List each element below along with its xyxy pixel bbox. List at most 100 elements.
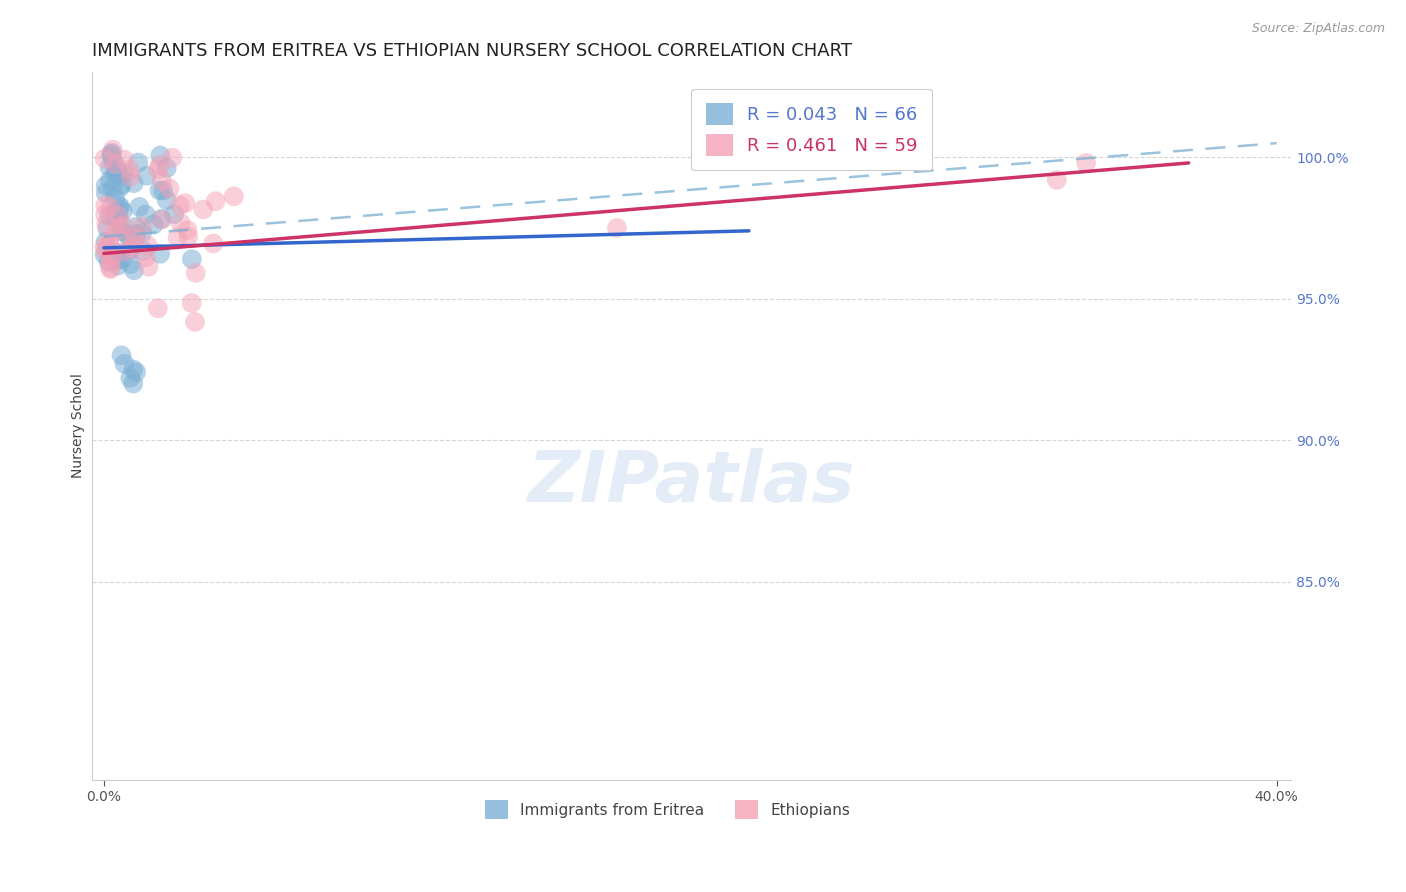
Point [100,262,122,277]
Text: ZIPatlas: ZIPatlas [529,448,855,517]
Legend: Immigrants from Eritrea, Ethiopians: Immigrants from Eritrea, Ethiopians [479,794,856,825]
Point [96,221,118,235]
Point [108,200,131,214]
Point [148,183,170,197]
Point [98,209,121,223]
Point [131,219,153,234]
Point [100,254,122,268]
Point [93,240,115,254]
Point [114,357,136,371]
Point [159,181,181,195]
Point [202,236,225,251]
Point [107,209,129,223]
Point [149,247,172,261]
Point [110,200,132,214]
Point [107,167,129,181]
Point [100,149,122,163]
Point [169,216,191,230]
Point [111,252,134,267]
Point [124,219,146,234]
Point [142,218,165,232]
Point [122,234,145,248]
Point [112,166,135,180]
Point [114,244,136,259]
Text: IMMIGRANTS FROM ERITREA VS ETHIOPIAN NURSERY SCHOOL CORRELATION CHART: IMMIGRANTS FROM ERITREA VS ETHIOPIAN NUR… [93,42,852,60]
Point [98,235,121,249]
Point [121,241,143,255]
Point [108,220,131,235]
Point [127,155,149,169]
Point [118,244,141,258]
Point [105,245,128,260]
Point [104,207,127,221]
Point [94,178,117,193]
Point [193,202,215,217]
Point [174,196,197,211]
Point [105,211,128,226]
Point [204,194,226,209]
Point [93,152,115,166]
Point [162,151,184,165]
Point [149,148,172,162]
Point [163,207,186,221]
Point [107,206,129,220]
Point [112,153,135,167]
Point [101,181,124,195]
Point [107,213,129,227]
Point [124,230,146,244]
Point [120,169,142,184]
Point [107,259,129,273]
Point [125,365,148,379]
Point [108,252,131,267]
Point [135,169,157,183]
Point [184,315,207,329]
Point [150,212,173,227]
Point [136,239,159,253]
Point [103,157,125,171]
Point [93,247,115,261]
Point [96,218,118,232]
Point [104,225,127,239]
Point [110,224,132,238]
Point [146,301,169,316]
Point [104,191,127,205]
Point [122,362,145,376]
Point [1046,173,1069,187]
Point [169,198,191,212]
Point [180,252,202,267]
Point [108,180,131,194]
Point [110,348,132,362]
Point [120,257,142,271]
Point [118,229,141,244]
Point [149,158,172,172]
Point [150,174,173,188]
Point [150,211,173,226]
Point [128,200,150,214]
Point [606,221,628,235]
Point [1074,156,1097,170]
Point [107,213,129,227]
Point [166,230,188,244]
Point [131,226,153,240]
Text: Source: ZipAtlas.com: Source: ZipAtlas.com [1251,22,1385,36]
Point [125,227,148,241]
Point [104,157,127,171]
Point [94,244,117,258]
Point [122,176,145,190]
Point [112,219,135,233]
Point [97,255,120,269]
Point [100,249,122,263]
Point [180,296,202,310]
Point [94,186,117,201]
Point [94,208,117,222]
Point [98,173,121,187]
Point [135,207,157,221]
Point [222,189,245,203]
Point [122,376,145,391]
Point [156,193,179,207]
Point [122,263,145,277]
Point [104,205,127,219]
Point [132,244,155,258]
Point [94,235,117,249]
Point [184,266,207,280]
